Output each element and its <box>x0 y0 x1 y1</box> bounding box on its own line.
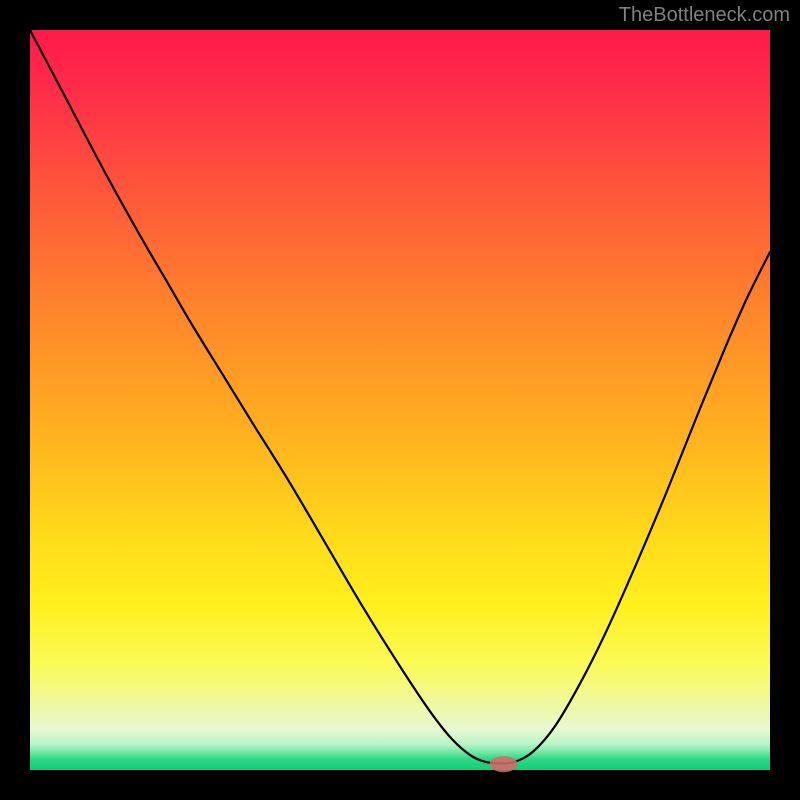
plot-background <box>30 30 770 770</box>
chart-svg <box>0 0 800 800</box>
watermark-text: TheBottleneck.com <box>619 4 790 27</box>
chart-root: TheBottleneck.com <box>0 0 800 800</box>
optimal-point-marker <box>490 756 518 772</box>
